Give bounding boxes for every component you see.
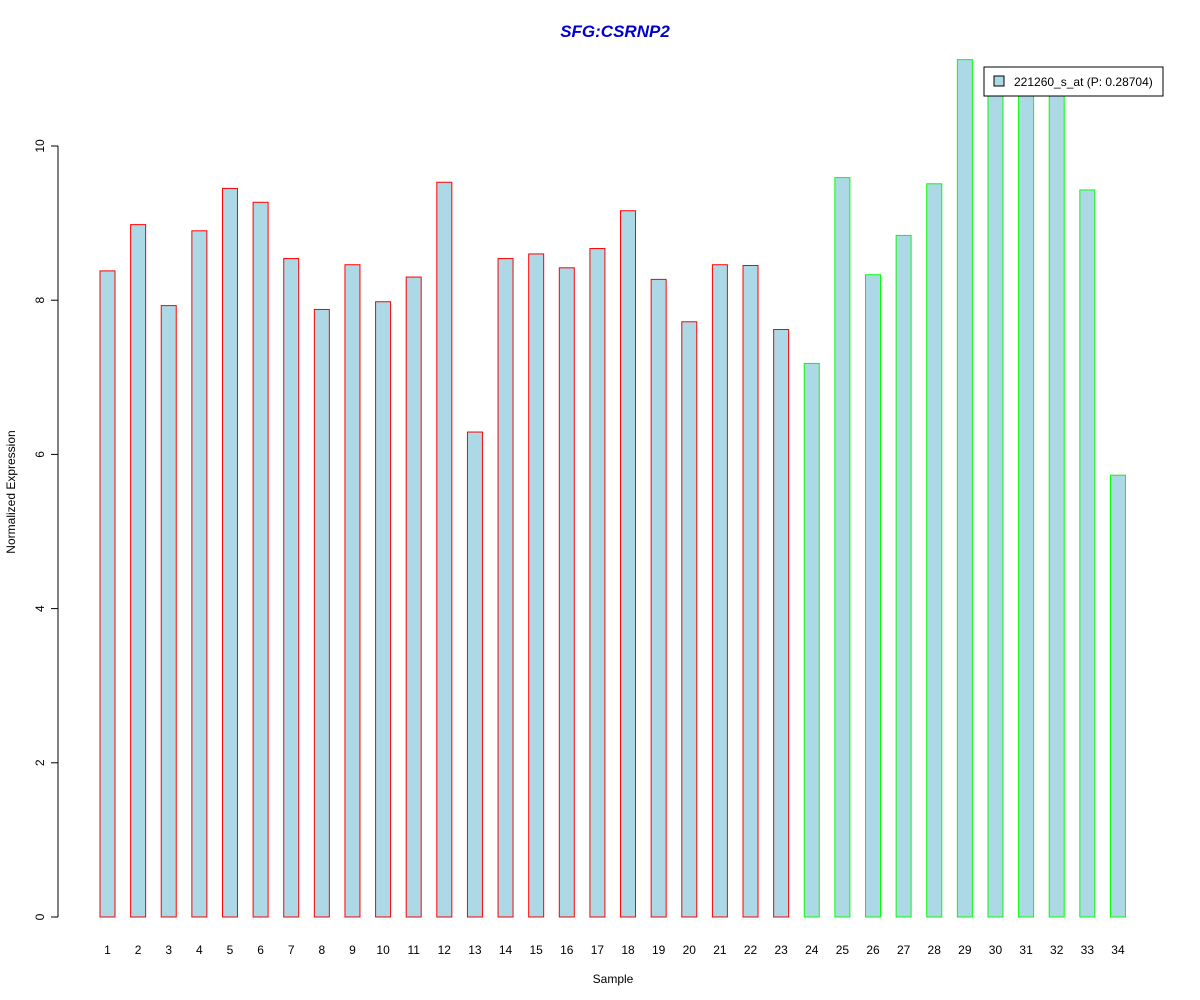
y-tick-label: 6 (33, 451, 47, 458)
bar-sample-14 (497, 258, 514, 918)
bar-sample-10 (375, 301, 392, 918)
bar-sample-22 (742, 265, 759, 918)
x-tick-label: 21 (713, 943, 727, 957)
x-axis-label: Sample (593, 972, 634, 986)
x-tick-label: 33 (1081, 943, 1095, 957)
bar-sample-5 (221, 187, 238, 918)
bar-sample-34 (1109, 474, 1126, 918)
bar-sample-1 (99, 270, 116, 918)
bar-sample-12 (436, 181, 453, 918)
bar-sample-8 (313, 308, 330, 918)
x-tick-label: 20 (683, 943, 697, 957)
x-tick-label: 15 (530, 943, 544, 957)
bar-sample-15 (528, 253, 545, 918)
chart-title: SFG:CSRNP2 (560, 22, 670, 41)
x-tick-label: 16 (560, 943, 574, 957)
x-tick-label: 6 (257, 943, 264, 957)
bar-sample-20 (681, 321, 698, 918)
y-axis: 0 2 4 6 8 10 (33, 139, 59, 920)
x-tick-label: 7 (288, 943, 295, 957)
x-tick-label: 5 (227, 943, 234, 957)
bar-sample-4 (191, 230, 208, 918)
x-tick-label: 26 (866, 943, 880, 957)
bar-sample-28 (926, 183, 943, 918)
x-tick-label: 3 (165, 943, 172, 957)
y-tick-label: 10 (33, 139, 47, 153)
x-tick-label: 4 (196, 943, 203, 957)
y-tick-label: 4 (33, 605, 47, 612)
bar-sample-13 (466, 431, 483, 918)
x-tick-label: 23 (774, 943, 788, 957)
bar-sample-32 (1048, 95, 1065, 918)
x-tick-label: 17 (591, 943, 605, 957)
x-tick-label: 24 (805, 943, 819, 957)
bar-sample-25 (834, 177, 851, 918)
bar-sample-17 (589, 248, 606, 918)
x-tick-labels: 1 2 3 4 5 6 7 8 9 10 11 12 13 14 15 16 17 18 19 20 21 22 23 24 2… (104, 943, 1125, 957)
bar-sample-7 (283, 258, 300, 918)
bar-sample-27 (895, 234, 912, 918)
bar-sample-16 (558, 267, 575, 918)
x-tick-label: 32 (1050, 943, 1064, 957)
bar-sample-33 (1079, 189, 1096, 918)
x-tick-label: 10 (376, 943, 390, 957)
x-tick-label: 25 (836, 943, 850, 957)
bar-sample-30 (987, 95, 1004, 918)
bar-sample-18 (620, 210, 637, 918)
y-axis-label: Normalized Expression (4, 430, 18, 553)
y-tick-label: 0 (33, 913, 47, 920)
x-tick-label: 34 (1111, 943, 1125, 957)
bar-sample-24 (803, 362, 820, 918)
x-tick-label: 29 (958, 943, 972, 957)
bar-sample-19 (650, 278, 667, 918)
x-tick-label: 14 (499, 943, 513, 957)
bar-sample-23 (773, 328, 790, 918)
x-tick-label: 28 (928, 943, 942, 957)
bar-sample-26 (865, 274, 881, 918)
y-tick-label: 2 (33, 759, 47, 766)
bar-sample-11 (405, 276, 422, 918)
bar-sample-29 (956, 59, 973, 918)
x-tick-label: 8 (318, 943, 325, 957)
bar-sample-9 (344, 264, 361, 918)
bar-sample-21 (711, 264, 728, 918)
bar-sample-2 (130, 224, 147, 918)
x-tick-label: 19 (652, 943, 666, 957)
x-tick-label: 11 (407, 943, 420, 957)
x-tick-label: 9 (349, 943, 356, 957)
x-tick-label: 31 (1019, 943, 1033, 957)
legend-box (983, 66, 1164, 97)
x-tick-label: 18 (621, 943, 635, 957)
legend-swatch (993, 75, 1005, 87)
bar-sample-31 (1018, 95, 1035, 918)
bar-sample-6 (252, 201, 269, 918)
x-tick-label: 1 (104, 943, 111, 957)
x-tick-label: 13 (468, 943, 482, 957)
legend: 221260_s_at (P: 0.28704) (983, 66, 1164, 97)
x-tick-label: 2 (135, 943, 142, 957)
x-tick-label: 22 (744, 943, 758, 957)
x-tick-label: 30 (989, 943, 1003, 957)
x-tick-label: 27 (897, 943, 911, 957)
bars-group (99, 59, 1126, 918)
bar-sample-3 (160, 305, 177, 918)
x-tick-label: 12 (438, 943, 452, 957)
y-tick-label: 8 (33, 297, 47, 304)
legend-entry-label: 221260_s_at (P: 0.28704) (1014, 75, 1153, 89)
